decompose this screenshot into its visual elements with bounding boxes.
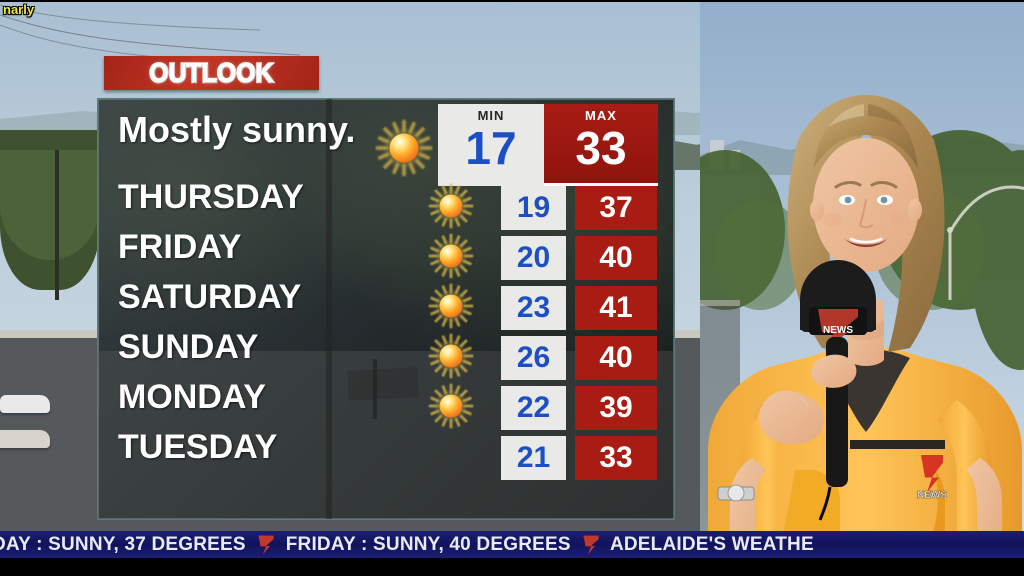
svg-text:NEWS: NEWS (823, 325, 853, 336)
svg-text:NEWS: NEWS (917, 490, 947, 501)
